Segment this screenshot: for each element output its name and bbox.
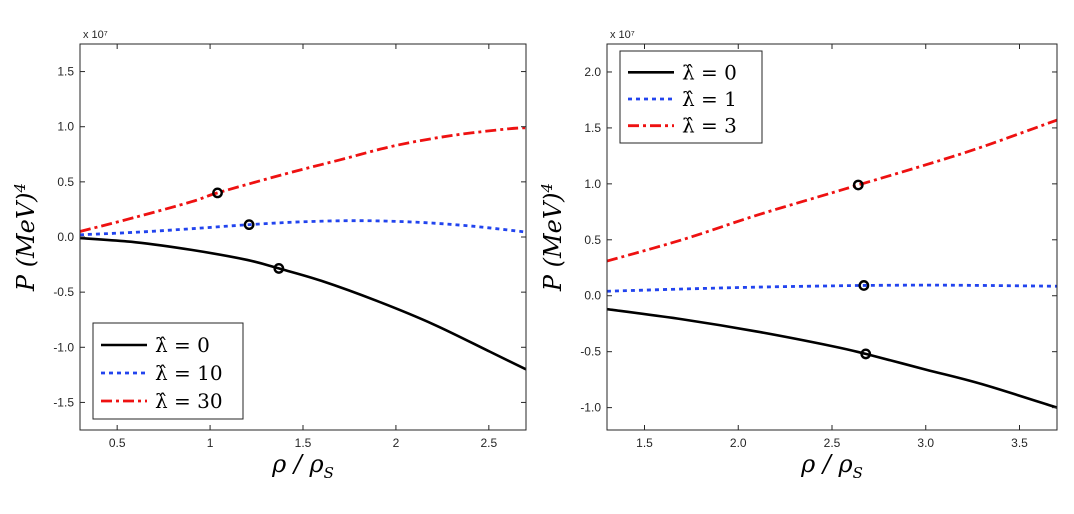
y-tick-label: -1.0 xyxy=(580,401,601,415)
y-tick-label: -0.5 xyxy=(53,285,74,299)
x-axis-label: ρ / ρS xyxy=(271,450,334,482)
series-line-2 xyxy=(607,118,1057,263)
series-line-1 xyxy=(607,283,1057,293)
legend-label-2: λ̂ = 3 xyxy=(682,114,737,138)
y-tick-label: -1.5 xyxy=(53,395,74,409)
y-tick-label: 1.0 xyxy=(584,177,601,191)
series-layer xyxy=(80,126,526,371)
series-layer xyxy=(607,118,1057,409)
y-tick-label: 0.5 xyxy=(584,233,601,247)
legend: λ̂ = 0 λ̂ = 10 λ̂ = 30 xyxy=(92,322,244,420)
series-line-0 xyxy=(607,307,1057,409)
y-tick-label: 0.5 xyxy=(57,175,74,189)
legend-label-1: λ̂ = 10 xyxy=(155,361,223,385)
x-tick-label: 1 xyxy=(207,436,214,450)
x-tick-label: 3.5 xyxy=(1011,436,1028,450)
legend-label-1: λ̂ = 1 xyxy=(682,87,737,111)
y-tick-label: 0.0 xyxy=(584,289,601,303)
y-multiplier: x 10⁷ xyxy=(610,29,635,41)
x-axis-label: ρ / ρS xyxy=(800,450,863,482)
y-axis-label: P (MeV)4 xyxy=(538,183,567,292)
series-line-1 xyxy=(80,219,526,237)
legend-label-0: λ̂ = 0 xyxy=(682,60,737,84)
series-marker-0 xyxy=(273,263,285,274)
left-chart: 0.5 1 1.5 2 2.5 -1.5 -1.0 -0.5 0.0 0.5 1.0 1.5 x 10⁷… xyxy=(11,29,527,482)
legend-box xyxy=(92,322,244,420)
y-tick-label: 1.0 xyxy=(57,120,74,134)
series-marker-1 xyxy=(243,219,255,231)
x-tick-label: 2.5 xyxy=(824,436,841,450)
series-marker-1 xyxy=(858,280,870,291)
x-tick-label: 2 xyxy=(393,436,400,450)
series-marker-0 xyxy=(860,348,872,360)
series-marker-2 xyxy=(212,187,223,199)
y-axis-label: P (MeV)4 xyxy=(11,183,40,292)
x-tick-label: 1.5 xyxy=(636,436,653,450)
legend-label-0: λ̂ = 0 xyxy=(155,333,210,357)
series-marker-2 xyxy=(852,179,864,191)
y-tick-label: 1.5 xyxy=(584,121,601,135)
y-tick-label: -1.0 xyxy=(53,340,74,354)
y-tick-label: 2.0 xyxy=(584,65,601,79)
y-tick-label: 0.0 xyxy=(57,230,74,244)
x-tick-label: 2.5 xyxy=(480,436,497,450)
x-tick-label: 1.5 xyxy=(295,436,312,450)
legend: λ̂ = 0 λ̂ = 1 λ̂ = 3 xyxy=(619,50,763,144)
series-line-0 xyxy=(80,236,526,371)
y-multiplier: x 10⁷ xyxy=(83,29,108,41)
y-tick-label: 1.5 xyxy=(57,65,74,79)
y-tick-label: -0.5 xyxy=(580,345,601,359)
x-tick-label: 2.0 xyxy=(730,436,747,450)
right-chart: 1.5 2.0 2.5 3.0 3.5 -1.0 -0.5 0.0 0.5 1.0 1.5 2.0 x … xyxy=(538,29,1058,482)
legend-label-2: λ̂ = 30 xyxy=(155,389,223,413)
legend-box xyxy=(619,50,763,144)
x-tick-label: 3.0 xyxy=(917,436,934,450)
series-line-2 xyxy=(80,126,526,233)
x-tick-label: 0.5 xyxy=(109,436,126,450)
